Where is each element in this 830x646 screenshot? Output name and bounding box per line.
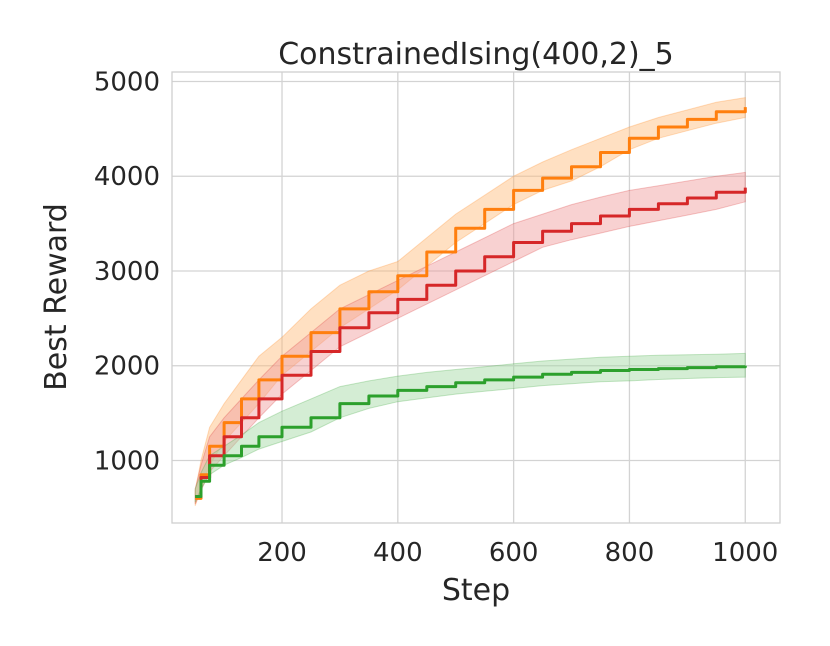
- y-axis-label: Best Reward: [39, 203, 74, 391]
- x-tick-label: 800: [605, 538, 655, 568]
- x-tick-label: 600: [489, 538, 539, 568]
- series-3-line: [195, 365, 747, 498]
- x-tick-labels: 200 400 600 800 1000: [257, 538, 778, 568]
- series-1-band: [194, 97, 746, 507]
- x-tick-label: 400: [373, 538, 423, 568]
- y-tick-label: 1000: [94, 446, 160, 476]
- x-tick-label: 1000: [712, 538, 778, 568]
- series-1-line: [195, 107, 747, 500]
- y-tick-label: 4000: [94, 162, 160, 192]
- y-tick-label: 2000: [94, 352, 160, 382]
- grid-layer: [172, 72, 780, 523]
- series-lines: [195, 107, 747, 500]
- y-tick-label: 5000: [94, 67, 160, 97]
- series-3-band: [194, 352, 746, 503]
- series-2-band: [194, 171, 746, 505]
- series-2-line: [195, 187, 747, 498]
- confidence-bands: [194, 97, 746, 507]
- x-tick-label: 200: [257, 538, 307, 568]
- x-axis-label: Step: [442, 573, 510, 608]
- y-tick-labels: 1000 2000 3000 4000 5000: [94, 67, 160, 476]
- y-tick-label: 3000: [94, 257, 160, 287]
- chart-title: ConstrainedIsing(400,2)_5: [278, 37, 674, 72]
- plot-frame: [171, 71, 781, 524]
